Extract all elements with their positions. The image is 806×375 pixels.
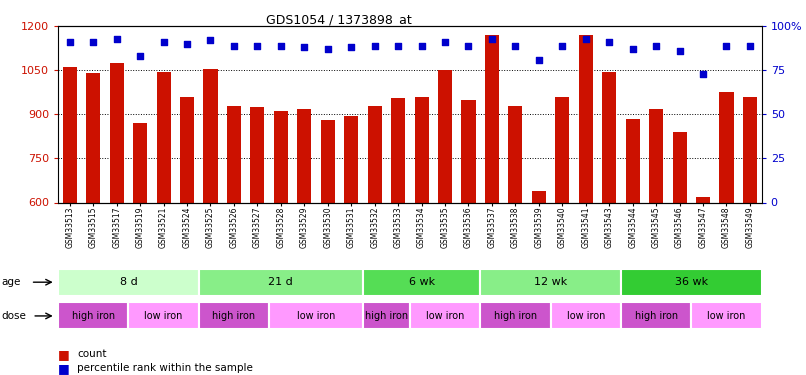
Point <box>673 48 686 54</box>
Text: ■: ■ <box>58 348 70 361</box>
Bar <box>110 63 123 202</box>
Bar <box>579 35 592 203</box>
Bar <box>274 111 288 202</box>
Point <box>603 39 616 45</box>
Text: percentile rank within the sample: percentile rank within the sample <box>77 363 253 373</box>
Bar <box>438 70 452 202</box>
Point <box>438 39 451 45</box>
Point <box>227 43 240 49</box>
Point <box>462 43 475 49</box>
Bar <box>344 116 358 202</box>
Text: low iron: low iron <box>708 311 746 321</box>
Point <box>322 46 334 52</box>
Point <box>509 43 521 49</box>
Text: high iron: high iron <box>72 311 114 321</box>
Point <box>392 43 405 49</box>
Point <box>556 43 569 49</box>
Point <box>134 53 147 59</box>
Bar <box>649 108 663 202</box>
Text: dose: dose <box>2 311 27 321</box>
Point <box>650 43 663 49</box>
Point <box>415 43 428 49</box>
FancyBboxPatch shape <box>409 302 480 330</box>
Bar <box>720 92 733 202</box>
Bar <box>391 98 405 202</box>
Bar <box>180 97 194 202</box>
Point <box>533 57 546 63</box>
Bar <box>625 119 640 202</box>
Text: low iron: low iron <box>426 311 464 321</box>
FancyBboxPatch shape <box>692 302 762 330</box>
FancyBboxPatch shape <box>58 268 199 296</box>
Text: 21 d: 21 d <box>268 277 293 287</box>
Text: GDS1054 / 1373898_at: GDS1054 / 1373898_at <box>266 13 411 26</box>
Bar <box>555 97 569 202</box>
Bar <box>602 72 617 202</box>
Text: age: age <box>2 277 21 287</box>
FancyBboxPatch shape <box>128 302 199 330</box>
Bar <box>532 191 546 202</box>
FancyBboxPatch shape <box>269 302 363 330</box>
Point <box>696 71 709 77</box>
Bar <box>696 196 710 202</box>
Bar <box>203 69 218 203</box>
Point <box>64 39 77 45</box>
Bar <box>462 100 476 202</box>
Bar <box>485 35 499 203</box>
Text: low iron: low iron <box>297 311 335 321</box>
Point <box>110 36 123 42</box>
Bar <box>86 73 100 202</box>
Point <box>743 43 756 49</box>
Bar <box>321 120 334 202</box>
Point <box>485 36 498 42</box>
Text: high iron: high iron <box>494 311 537 321</box>
Bar <box>672 132 687 202</box>
Point <box>626 46 639 52</box>
Bar <box>63 68 77 203</box>
FancyBboxPatch shape <box>621 268 762 296</box>
Point <box>298 44 311 50</box>
Bar <box>297 108 311 202</box>
FancyBboxPatch shape <box>363 302 409 330</box>
Text: low iron: low iron <box>144 311 183 321</box>
FancyBboxPatch shape <box>58 302 128 330</box>
Text: high iron: high iron <box>212 311 256 321</box>
Bar <box>133 123 147 202</box>
Text: low iron: low iron <box>567 311 605 321</box>
Point <box>368 43 381 49</box>
Point <box>345 44 358 50</box>
Point <box>580 36 592 42</box>
Text: 12 wk: 12 wk <box>534 277 567 287</box>
Bar <box>509 106 522 202</box>
Point <box>251 43 264 49</box>
Bar <box>156 72 171 202</box>
Bar <box>227 106 241 202</box>
Bar <box>251 107 264 202</box>
Point <box>181 41 193 47</box>
Text: high iron: high iron <box>634 311 678 321</box>
Point <box>274 43 287 49</box>
Bar <box>743 97 757 202</box>
Text: ■: ■ <box>58 362 70 375</box>
FancyBboxPatch shape <box>199 268 363 296</box>
Point <box>204 38 217 44</box>
Text: high iron: high iron <box>365 311 408 321</box>
Text: count: count <box>77 350 107 359</box>
Point <box>157 39 170 45</box>
FancyBboxPatch shape <box>199 302 269 330</box>
Point <box>720 43 733 49</box>
Text: 8 d: 8 d <box>119 277 137 287</box>
FancyBboxPatch shape <box>480 268 621 296</box>
Bar <box>368 106 382 202</box>
Point <box>87 39 100 45</box>
Bar <box>414 97 429 202</box>
FancyBboxPatch shape <box>480 302 550 330</box>
FancyBboxPatch shape <box>550 302 621 330</box>
Text: 36 wk: 36 wk <box>675 277 708 287</box>
FancyBboxPatch shape <box>621 302 692 330</box>
Text: 6 wk: 6 wk <box>409 277 434 287</box>
FancyBboxPatch shape <box>363 268 480 296</box>
